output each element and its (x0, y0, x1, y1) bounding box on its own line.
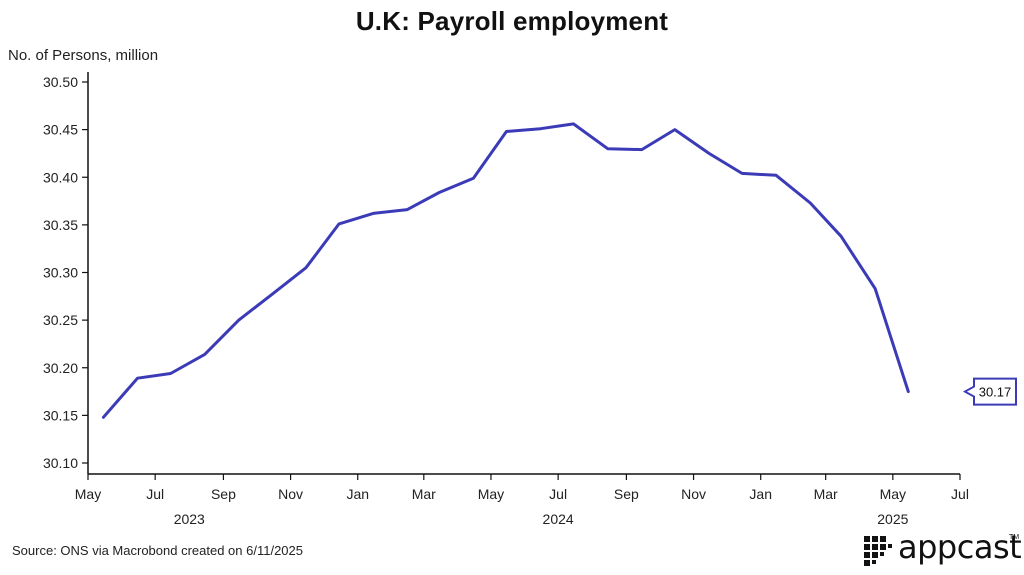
year-label: 2024 (543, 511, 574, 527)
y-axis-label: No. of Persons, million (8, 47, 159, 64)
series-group (101, 122, 910, 419)
y-ticks: 30.10 30.15 30.20 30.25 30.30 30.35 30.40 30.45… (43, 74, 88, 471)
x-tick-label: Mar (814, 486, 838, 502)
x-ticks: May Jul Sep Nov Jan Mar May Jul Sep Nov Jan Mar May J… (75, 474, 969, 502)
y-tick-label: 30.10 (43, 455, 78, 471)
callout-value: 30.17 (979, 385, 1012, 400)
year-label: 2025 (877, 511, 908, 527)
logo-grid-icon (864, 536, 892, 566)
x-tick-label: Jan (749, 486, 772, 502)
y-tick-label: 30.45 (43, 122, 78, 138)
x-tick-label: May (880, 486, 906, 502)
x-tick-label: Jan (346, 486, 369, 502)
appcast-logo: appcast TM (862, 528, 1022, 570)
x-tick-label: Jul (951, 486, 969, 502)
last-value-callout: 30.17 (962, 377, 1017, 406)
y-tick-label: 30.20 (43, 360, 78, 376)
chart-title: U.K: Payroll employment (355, 6, 669, 36)
callout-box (962, 377, 1017, 406)
logo-trademark: TM (1009, 534, 1020, 541)
x-tick-label: Jul (146, 486, 164, 502)
x-tick-label: May (75, 486, 101, 502)
x-tick-label: May (478, 486, 504, 502)
x-tick-label: Nov (278, 486, 303, 502)
series-line (101, 122, 910, 419)
axes (87, 72, 960, 475)
x-tick-label: Sep (614, 486, 639, 502)
y-tick-label: 30.15 (43, 407, 78, 423)
x-tick-label: Sep (211, 486, 236, 502)
year-labels: 2023 2024 2025 (174, 511, 909, 527)
source-note: Source: ONS via Macrobond created on 6/1… (12, 543, 303, 558)
year-label: 2023 (174, 511, 205, 527)
y-tick-label: 30.50 (43, 74, 78, 90)
x-tick-label: Jul (549, 486, 567, 502)
x-tick-label: Nov (681, 486, 706, 502)
y-tick-label: 30.35 (43, 217, 78, 233)
logo-wordmark: appcast (898, 528, 1022, 566)
y-tick-label: 30.25 (43, 312, 78, 328)
y-tick-label: 30.30 (43, 265, 78, 281)
y-tick-label: 30.40 (43, 169, 78, 185)
x-tick-label: Mar (412, 486, 436, 502)
